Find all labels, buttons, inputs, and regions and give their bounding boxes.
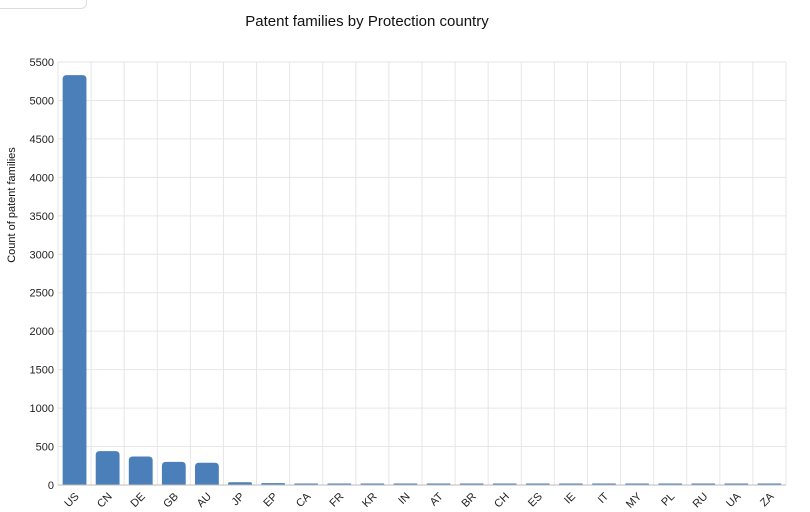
y-tick-label: 500: [36, 442, 54, 454]
y-tick-label: 5500: [30, 57, 54, 69]
x-tick-label: AT: [428, 490, 446, 508]
x-tick-label: DE: [129, 491, 148, 510]
x-tick-label: FR: [328, 491, 347, 510]
x-tick-label: ES: [526, 491, 545, 510]
x-tick-label: CA: [294, 490, 314, 510]
y-tick-label: 4000: [30, 172, 54, 184]
y-tick-label: 0: [48, 480, 54, 492]
y-tick-label: 2000: [30, 326, 54, 338]
bar-au[interactable]: [194, 462, 219, 485]
x-tick-label: ZA: [758, 490, 777, 509]
x-tick-label: IN: [396, 491, 412, 507]
y-axis-ticks: 0 500 1000 1500 2000 2500 3000 3500 4000 4500 5000…: [30, 57, 54, 492]
x-tick-label: UA: [724, 490, 744, 510]
y-tick-label: 2500: [30, 288, 54, 300]
x-tick-label: KR: [360, 491, 379, 510]
x-tick-label: IT: [596, 490, 612, 506]
y-axis-label: Count of patent families: [6, 147, 18, 263]
x-tick-label: IE: [562, 491, 578, 507]
y-tick-label: 3000: [30, 249, 54, 261]
y-tick-label: 1500: [30, 365, 54, 377]
x-tick-label: MY: [624, 490, 645, 511]
x-tick-label: US: [62, 491, 81, 510]
y-tick-label: 1000: [30, 403, 54, 415]
bar-gb[interactable]: [161, 461, 186, 485]
bars: [62, 75, 782, 485]
y-tick-label: 4500: [30, 134, 54, 146]
x-tick-label: PL: [659, 491, 677, 509]
x-tick-label: CN: [95, 491, 115, 511]
bar-us[interactable]: [62, 75, 87, 485]
bar-jp[interactable]: [228, 482, 252, 485]
x-tick-label: JP: [230, 491, 248, 509]
grid-lines: [57, 61, 787, 486]
y-tick-label: 5000: [30, 95, 54, 107]
bar-de[interactable]: [128, 456, 153, 485]
y-tick-label: 3500: [30, 211, 54, 223]
chart-title: Patent families by Protection country: [245, 13, 489, 30]
x-tick-label: AU: [195, 491, 214, 510]
x-tick-label: EP: [261, 491, 280, 510]
x-tick-label: GB: [161, 491, 181, 511]
bar-cn[interactable]: [95, 451, 120, 485]
x-tick-label: BR: [459, 491, 478, 510]
window-corner-frame: [0, 0, 87, 9]
x-tick-label: RU: [691, 491, 711, 511]
x-tick-label: CH: [492, 491, 512, 511]
x-axis-ticks: US CN DE GB AU JP EP CA FR KR IN AT BR CH ES IE IT MY PL RU…: [62, 490, 777, 511]
